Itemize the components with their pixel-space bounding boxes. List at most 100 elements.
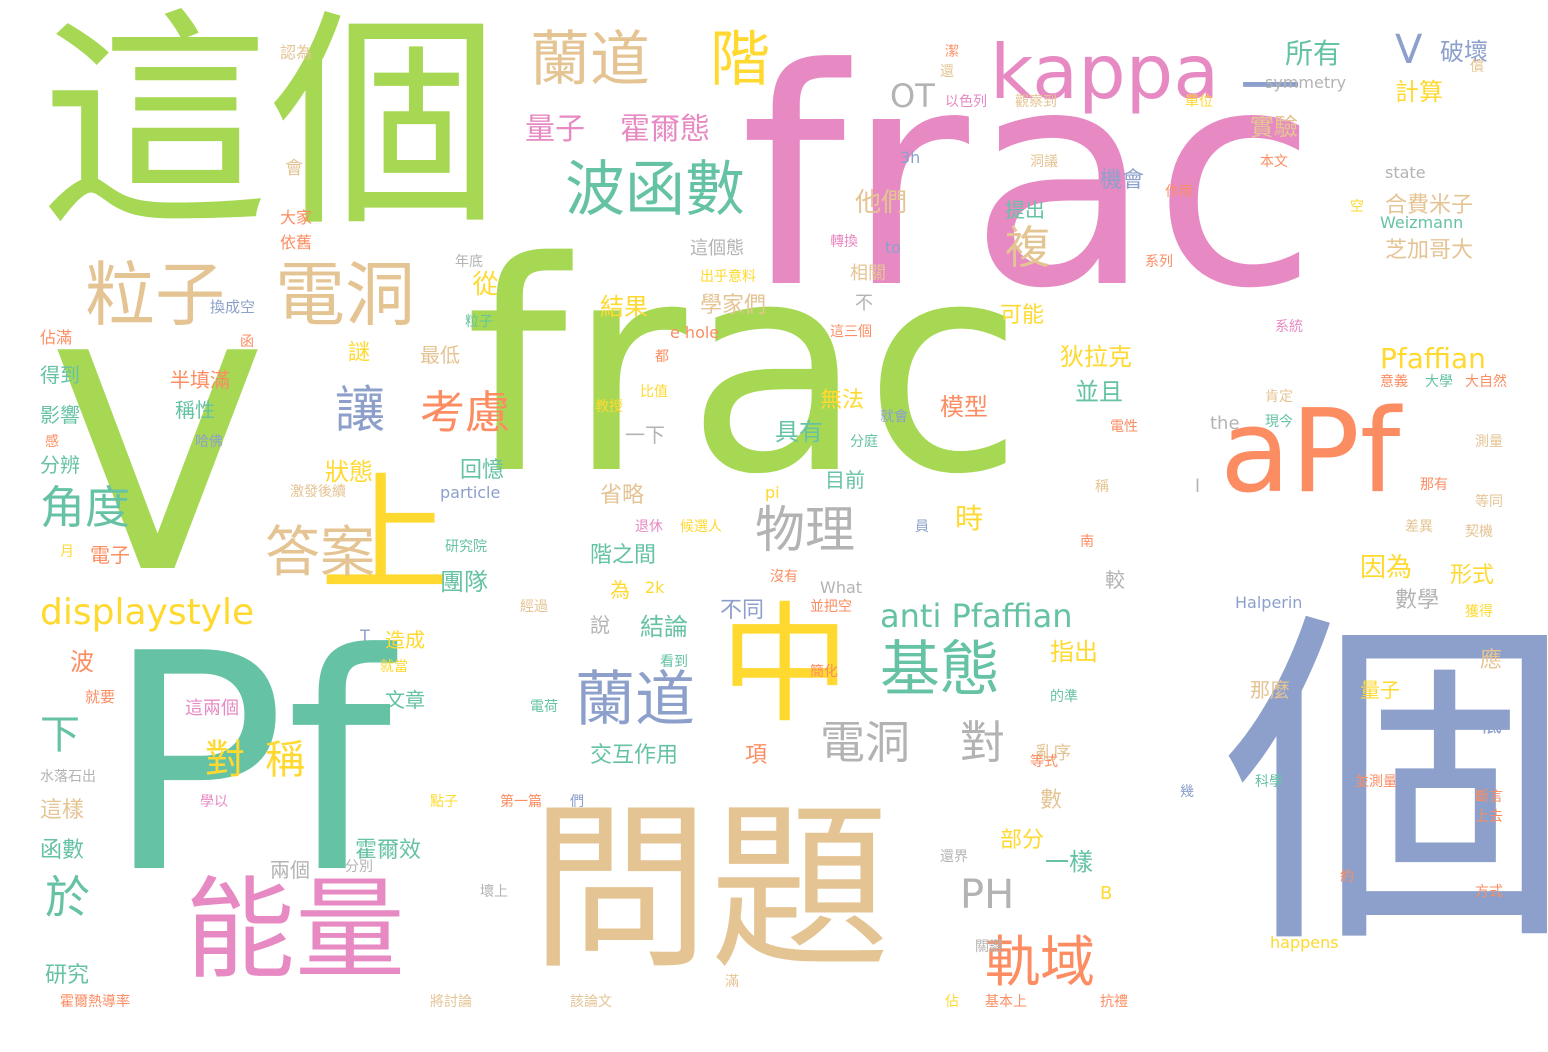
cloud-word: 狄拉克 (1060, 343, 1132, 371)
cloud-word: 測量 (1475, 434, 1503, 450)
cloud-word: 將討論 (430, 994, 472, 1010)
cloud-word: 並把空 (810, 599, 852, 615)
cloud-word: 等同 (1475, 494, 1503, 510)
cloud-word: 月 (60, 544, 74, 560)
cloud-word: 幾 (1180, 784, 1194, 800)
cloud-word: 無法 (820, 388, 865, 413)
cloud-word: 因為 (1360, 553, 1413, 583)
cloud-word: 電洞 (820, 716, 911, 769)
cloud-word: V (55, 290, 261, 639)
cloud-word: 回憶 (460, 458, 505, 483)
cloud-word: 目前 (825, 468, 865, 492)
cloud-word: 差異 (1405, 519, 1433, 535)
cloud-word: 大家 (280, 208, 313, 227)
cloud-word: 芝加哥大 (1385, 238, 1474, 263)
cloud-word: 洞議 (1030, 154, 1058, 170)
cloud-word: 滿 (725, 974, 739, 990)
cloud-word: 一 (1230, 55, 1300, 115)
cloud-word: 文章 (385, 688, 425, 712)
cloud-word: 觀察到 (1015, 94, 1057, 110)
cloud-word: 於 (45, 871, 91, 924)
cloud-word: Pf (105, 590, 392, 939)
cloud-word: 謎 (344, 340, 369, 362)
cloud-word: happens (1270, 933, 1339, 952)
cloud-word: 角度 (40, 481, 131, 534)
cloud-word: 經過 (520, 599, 548, 615)
cloud-word: 一下 (625, 423, 665, 447)
cloud-word: 方式 (1475, 884, 1503, 900)
cloud-word: 基態 (880, 635, 1000, 705)
cloud-word: 對 (960, 716, 1006, 769)
cloud-word: 電子 (90, 543, 130, 567)
cloud-word: 粒子 (85, 254, 225, 336)
cloud-word: 電洞 (275, 254, 415, 336)
cloud-word: 以色列 (945, 94, 987, 110)
cloud-word: 量子 (525, 112, 585, 147)
cloud-word: What (820, 578, 863, 597)
cloud-word: 低 (1480, 713, 1503, 738)
cloud-word: 約 (1340, 869, 1354, 885)
cloud-word: 就要 (85, 688, 116, 706)
cloud-word: 點子 (430, 794, 458, 810)
cloud-word: 那麼 (1250, 678, 1290, 702)
cloud-word: 認為 (280, 43, 313, 62)
cloud-word: 還 (940, 64, 954, 80)
cloud-word: 肯定 (1265, 389, 1293, 405)
cloud-word: 問題 (530, 785, 891, 994)
cloud-word: Halperin (1235, 593, 1303, 612)
cloud-word: 等式 (1030, 754, 1058, 770)
cloud-word: 就會 (880, 409, 908, 425)
cloud-word: V (1395, 27, 1423, 73)
cloud-word: 關鍵 (975, 939, 1003, 955)
cloud-word: 計算 (1395, 78, 1443, 106)
cloud-word: 南 (1080, 534, 1094, 550)
cloud-word: 該論文 (570, 994, 612, 1010)
cloud-word: 複 (1005, 221, 1051, 274)
cloud-word: state (1385, 163, 1426, 182)
cloud-word: 影響 (40, 403, 80, 427)
cloud-word: 佔滿 (40, 328, 73, 347)
cloud-word: 系列 (1145, 254, 1173, 270)
cloud-word: 結果 (600, 293, 648, 321)
cloud-word: 造成 (385, 628, 425, 652)
cloud-word: 潔 (945, 44, 959, 60)
cloud-word: 霍爾效 (355, 838, 422, 863)
cloud-word: Pfaffian (1380, 342, 1486, 375)
cloud-word: frac (740, 5, 1318, 354)
cloud-word: 形式 (1450, 563, 1495, 588)
cloud-word: 研究 (45, 963, 90, 988)
cloud-word: 部分 (1000, 828, 1045, 853)
cloud-word: particle (440, 483, 501, 502)
cloud-word: 狀態 (325, 458, 373, 486)
cloud-word: 得到 (40, 363, 80, 387)
cloud-word: to (885, 238, 902, 257)
cloud-word: 換成空 (210, 298, 256, 316)
cloud-word: 霍爾熱導率 (60, 994, 130, 1010)
cloud-word: PH (960, 872, 1015, 918)
cloud-word: 3h (900, 148, 921, 167)
cloud-word: 讓 (335, 381, 385, 439)
cloud-word: 出乎意料 (700, 269, 756, 285)
cloud-word: 上去 (1475, 809, 1503, 825)
cloud-word: 實驗 (1250, 113, 1298, 141)
cloud-word: 水落石出 (40, 769, 96, 785)
cloud-word: 這個態 (690, 238, 744, 259)
cloud-word: 並測量 (1355, 774, 1397, 790)
cloud-word: e hole (670, 323, 720, 342)
cloud-word: pi (765, 483, 780, 502)
cloud-word: 量子 (1360, 678, 1400, 702)
cloud-word: 就當 (380, 659, 408, 675)
cloud-word: 亂序 (1035, 743, 1071, 764)
cloud-word: 激發後續 (290, 484, 346, 500)
cloud-word: 分庭 (850, 434, 878, 450)
cloud-word: 研究院 (445, 539, 487, 555)
cloud-word: 系統 (1275, 319, 1303, 335)
cloud-word: 會 (285, 158, 303, 179)
cloud-word: 稱 (1095, 479, 1109, 495)
cloud-word: 粒子 (465, 314, 493, 330)
cloud-word: 償 (1470, 59, 1484, 75)
cloud-word: 大學 (1425, 374, 1453, 390)
cloud-word: 分別 (345, 859, 373, 875)
cloud-word: 候選人 (680, 519, 722, 535)
